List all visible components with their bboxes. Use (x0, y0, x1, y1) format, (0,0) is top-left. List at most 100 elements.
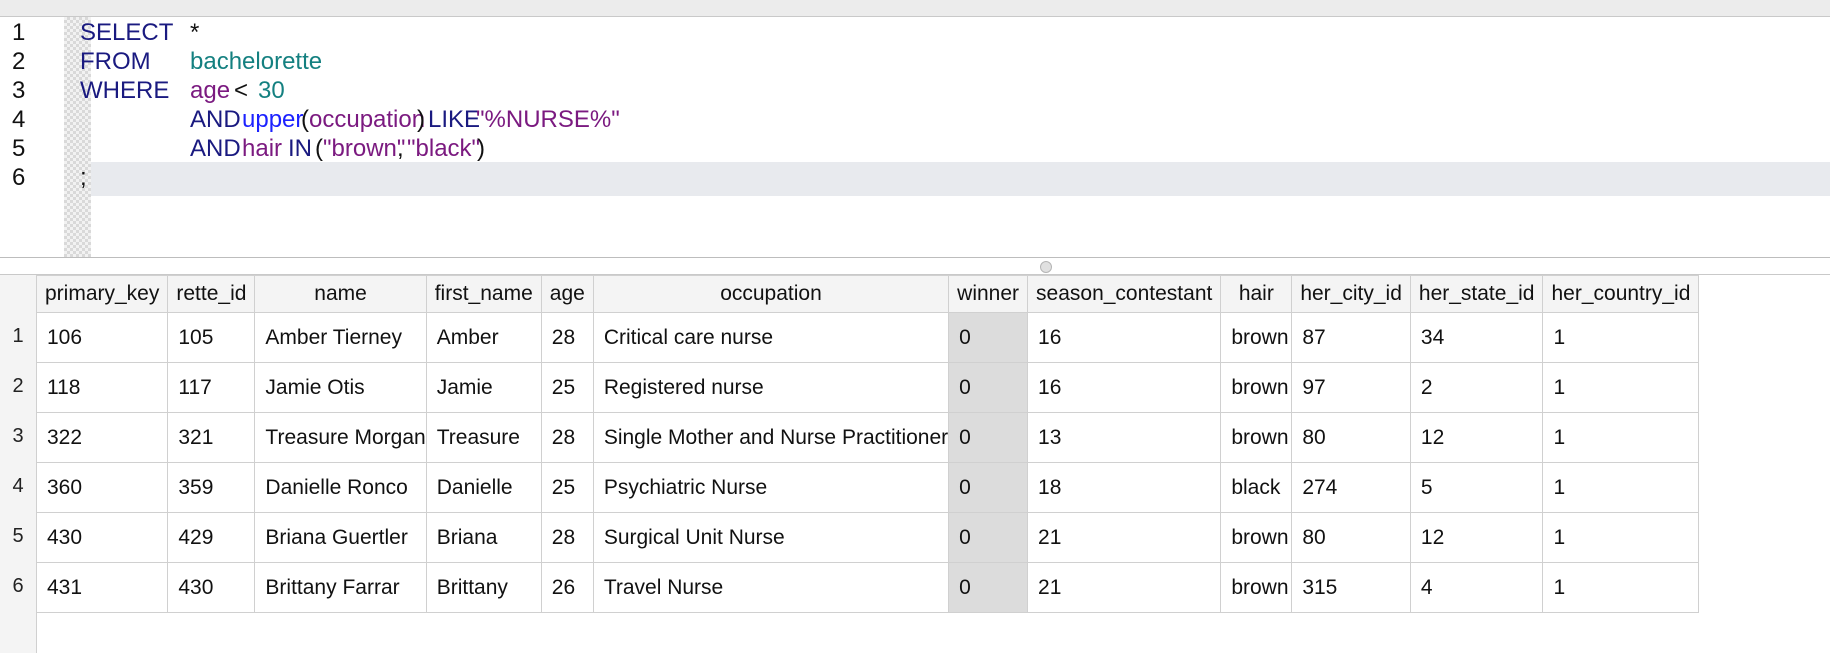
column-header-winner[interactable]: winner (948, 275, 1029, 313)
column-header-her-country-id[interactable]: her_country_id (1542, 275, 1700, 313)
row-number[interactable]: 4 (12, 475, 24, 497)
cell-name[interactable]: Jamie Otis (254, 362, 427, 413)
cell-first-name[interactable]: Treasure (425, 412, 542, 463)
cell-hair[interactable]: brown (1220, 512, 1293, 563)
column-header-primary-key[interactable]: primary_key (35, 275, 169, 313)
cell-hair[interactable]: black (1220, 462, 1293, 513)
table-row[interactable]: 360 359 Danielle Ronco Danielle 25 Psychiatri… (35, 462, 1700, 513)
row-number[interactable]: 6 (12, 575, 24, 597)
column-header-name[interactable]: name (254, 275, 427, 313)
code-line[interactable]: 1 SELECT * (0, 17, 1830, 51)
cell-season-contestant[interactable]: 16 (1027, 362, 1222, 413)
cell-name[interactable]: Danielle Ronco (254, 462, 427, 513)
table-row[interactable]: 118 117 Jamie Otis Jamie 25 Registered nurse 0… (35, 362, 1700, 413)
cell-name[interactable]: Brittany Farrar (254, 562, 427, 613)
column-header-her-city-id[interactable]: her_city_id (1291, 275, 1411, 313)
column-header-hair[interactable]: hair (1220, 275, 1293, 313)
table-row[interactable]: 322 321 Treasure Morgan Treasure 28 Single Mo… (35, 412, 1700, 463)
cell-occupation[interactable]: Surgical Unit Nurse (592, 512, 950, 563)
row-number[interactable]: 1 (12, 325, 24, 347)
cell-her-city-id[interactable]: 80 (1291, 412, 1411, 463)
cell-her-country-id[interactable]: 1 (1542, 412, 1700, 463)
cell-first-name[interactable]: Brittany (425, 562, 542, 613)
cell-name[interactable]: Amber Tierney (254, 312, 427, 363)
cell-primary-key[interactable]: 118 (35, 362, 169, 413)
cell-winner[interactable]: 0 (948, 462, 1029, 513)
cell-winner[interactable]: 0 (948, 362, 1029, 413)
code-line[interactable]: 5 AND hair IN("brown", "black") (0, 133, 1830, 167)
cell-rette-id[interactable]: 430 (167, 562, 256, 613)
cell-season-contestant[interactable]: 18 (1027, 462, 1222, 513)
cell-season-contestant[interactable]: 13 (1027, 412, 1222, 463)
column-header-her-state-id[interactable]: her_state_id (1409, 275, 1544, 313)
cell-occupation[interactable]: Critical care nurse (592, 312, 950, 363)
cell-her-city-id[interactable]: 315 (1291, 562, 1411, 613)
cell-hair[interactable]: brown (1220, 562, 1293, 613)
cell-age[interactable]: 28 (540, 512, 594, 563)
cell-her-city-id[interactable]: 97 (1291, 362, 1411, 413)
cell-rette-id[interactable]: 359 (167, 462, 256, 513)
cell-her-country-id[interactable]: 1 (1542, 312, 1700, 363)
column-header-rette-id[interactable]: rette_id (167, 275, 256, 313)
cell-age[interactable]: 26 (540, 562, 594, 613)
cell-her-city-id[interactable]: 87 (1291, 312, 1411, 363)
cell-primary-key[interactable]: 322 (35, 412, 169, 463)
column-header-occupation[interactable]: occupation (592, 275, 950, 313)
cell-her-state-id[interactable]: 2 (1409, 362, 1544, 413)
cell-age[interactable]: 28 (540, 412, 594, 463)
cell-her-state-id[interactable]: 12 (1409, 512, 1544, 563)
cell-primary-key[interactable]: 430 (35, 512, 169, 563)
cell-occupation[interactable]: Psychiatric Nurse (592, 462, 950, 513)
cell-her-state-id[interactable]: 5 (1409, 462, 1544, 513)
cell-her-state-id[interactable]: 4 (1409, 562, 1544, 613)
cell-her-country-id[interactable]: 1 (1542, 562, 1700, 613)
cell-rette-id[interactable]: 429 (167, 512, 256, 563)
cell-name[interactable]: Treasure Morgan (254, 412, 427, 463)
code-line[interactable]: 3 WHERE age <30 (0, 75, 1830, 109)
cell-occupation[interactable]: Registered nurse (592, 362, 950, 413)
cell-age[interactable]: 25 (540, 462, 594, 513)
cell-her-city-id[interactable]: 80 (1291, 512, 1411, 563)
cell-primary-key[interactable]: 431 (35, 562, 169, 613)
cell-name[interactable]: Briana Guertler (254, 512, 427, 563)
column-header-age[interactable]: age (540, 275, 594, 313)
cell-season-contestant[interactable]: 16 (1027, 312, 1222, 363)
code-line[interactable]: 2 FROM bachelorette (0, 46, 1830, 80)
cell-first-name[interactable]: Danielle (425, 462, 542, 513)
cell-her-state-id[interactable]: 12 (1409, 412, 1544, 463)
column-header-first-name[interactable]: first_name (425, 275, 542, 313)
cell-age[interactable]: 25 (540, 362, 594, 413)
cell-her-country-id[interactable]: 1 (1542, 362, 1700, 413)
cell-hair[interactable]: brown (1220, 362, 1293, 413)
cell-hair[interactable]: brown (1220, 312, 1293, 363)
code-line[interactable]: 6; (0, 162, 1830, 196)
cell-rette-id[interactable]: 105 (167, 312, 256, 363)
cell-her-country-id[interactable]: 1 (1542, 512, 1700, 563)
row-number[interactable]: 2 (12, 375, 24, 397)
table-row[interactable]: 106 105 Amber Tierney Amber 28 Critical care … (35, 312, 1700, 363)
column-header-season-contestant[interactable]: season_contestant (1027, 275, 1222, 313)
cell-winner[interactable]: 0 (948, 312, 1029, 363)
cell-winner[interactable]: 0 (948, 412, 1029, 463)
table-row[interactable]: 431 430 Brittany Farrar Brittany 26 Travel Nu… (35, 562, 1700, 613)
results-table[interactable]: primary_key rette_id name first_name age occu… (35, 275, 1700, 613)
cell-occupation[interactable]: Travel Nurse (592, 562, 950, 613)
cell-winner[interactable]: 0 (948, 512, 1029, 563)
cell-rette-id[interactable]: 117 (167, 362, 256, 413)
cell-season-contestant[interactable]: 21 (1027, 562, 1222, 613)
cell-her-state-id[interactable]: 34 (1409, 312, 1544, 363)
cell-hair[interactable]: brown (1220, 412, 1293, 463)
cell-first-name[interactable]: Jamie (425, 362, 542, 413)
pane-splitter[interactable] (0, 258, 1830, 274)
cell-winner[interactable]: 0 (948, 562, 1029, 613)
cell-season-contestant[interactable]: 21 (1027, 512, 1222, 563)
cell-occupation[interactable]: Single Mother and Nurse Practitioner (592, 412, 950, 463)
cell-her-country-id[interactable]: 1 (1542, 462, 1700, 513)
cell-rette-id[interactable]: 321 (167, 412, 256, 463)
cell-age[interactable]: 28 (540, 312, 594, 363)
splitter-handle[interactable] (1040, 261, 1052, 273)
cell-primary-key[interactable]: 106 (35, 312, 169, 363)
cell-primary-key[interactable]: 360 (35, 462, 169, 513)
sql-editor[interactable]: 1 SELECT * 2 FROM bachelorette 3 WHERE age <30 4 AN… (0, 17, 1830, 258)
